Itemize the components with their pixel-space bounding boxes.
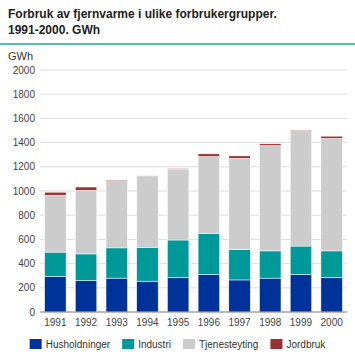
x-tick-label: 1993: [106, 317, 129, 328]
legend-item: Husholdninger: [30, 339, 111, 350]
legend-item: Industri: [122, 339, 171, 350]
y-axis: 0 200 400 600 800 1000 1200 1400 1600 1800 2000: [13, 65, 347, 318]
bar-segment: [198, 154, 219, 157]
y-tick-label: 0: [29, 307, 35, 318]
grid-line: [40, 312, 347, 313]
y-tick-label: 400: [18, 258, 35, 269]
y-tick-label: 200: [18, 282, 35, 293]
legend-swatch: [30, 339, 42, 349]
bar-segment: [229, 280, 250, 312]
bar-segment: [229, 156, 250, 158]
x-tick-label: 1991: [44, 317, 67, 328]
bar-segment: [45, 276, 66, 312]
x-tick-label: 1994: [136, 317, 159, 328]
bar-segment: [260, 251, 281, 278]
legend: Husholdninger Industri Tjenesteyting Jordbr…: [30, 339, 327, 350]
title: Forbruk av fjernvarme i ulike forbrukerg…: [8, 7, 277, 21]
bar-segment: [106, 278, 127, 312]
legend-label: Husholdninger: [46, 339, 111, 350]
grid-line: [40, 118, 347, 119]
bar-segment: [290, 131, 311, 247]
bar-segment: [321, 136, 342, 138]
legend-item: Jordbruk: [270, 339, 326, 350]
bar-segment: [167, 278, 188, 312]
bar-segment: [45, 192, 66, 195]
y-axis-label: GWh: [8, 50, 33, 62]
bar-segment: [321, 138, 342, 251]
bar-segment: [198, 274, 219, 312]
x-tick-label: 1992: [75, 317, 98, 328]
x-tick-label: 1999: [290, 317, 313, 328]
x-axis-line: [40, 312, 347, 313]
bar-segment: [75, 281, 96, 312]
bar-segment: [75, 187, 96, 190]
x-tick-label: 1995: [167, 317, 190, 328]
y-tick-label: 800: [18, 210, 35, 221]
bar-segment: [290, 129, 311, 131]
x-tick-label: 1997: [228, 317, 251, 328]
bar-segment: [106, 248, 127, 278]
bar-segment: [137, 281, 158, 312]
x-tick-label: 1996: [198, 317, 221, 328]
y-tick-label: 2000: [13, 65, 36, 76]
x-tick-label: 2000: [321, 317, 344, 328]
bar-segment: [198, 157, 219, 234]
bar-segment: [290, 274, 311, 312]
bar-segment: [198, 233, 219, 274]
subtitle: 1991-2000. GWh: [8, 23, 100, 37]
x-axis: 1991 1992 1993 1994 1995 1996 1997 1998 1999 2000: [44, 317, 343, 328]
y-tick-label: 1200: [13, 161, 36, 172]
bar-segment: [321, 278, 342, 312]
bar-segment: [167, 168, 188, 170]
bars: [45, 130, 343, 312]
legend-swatch: [183, 339, 195, 349]
bar-segment: [137, 175, 158, 177]
legend-label: Jordbruk: [286, 339, 326, 350]
bar-segment: [45, 252, 66, 276]
y-tick-label: 1000: [13, 186, 36, 197]
y-tick-label: 600: [18, 234, 35, 245]
bar-segment: [321, 251, 342, 278]
legend-item: Tjenesteyting: [183, 339, 258, 350]
bar-segment: [229, 250, 250, 280]
bar-segment: [260, 278, 281, 312]
bar-segment: [229, 158, 250, 249]
bar-segment: [167, 169, 188, 240]
bar-segment: [106, 181, 127, 248]
title-rule: [0, 43, 355, 45]
grid-line: [40, 70, 347, 71]
bar-segment: [75, 190, 96, 254]
y-tick-label: 1400: [13, 137, 36, 148]
bar-segment: [260, 146, 281, 251]
bar-segment: [260, 144, 281, 146]
bar-segment: [106, 180, 127, 182]
legend-label: Tjenesteyting: [199, 339, 258, 350]
bar-segment: [45, 195, 66, 252]
bar-segment: [75, 254, 96, 281]
grid-line: [40, 94, 347, 95]
y-tick-label: 1600: [13, 113, 36, 124]
bar-segment: [290, 246, 311, 274]
chart: Forbruk av fjernvarme i ulike forbrukerg…: [0, 0, 355, 361]
bar-segment: [167, 240, 188, 278]
legend-swatch: [122, 339, 134, 349]
legend-label: Industri: [138, 339, 171, 350]
x-tick-label: 1998: [259, 317, 282, 328]
bar-segment: [137, 247, 158, 281]
legend-swatch: [270, 339, 282, 349]
bar-segment: [137, 176, 158, 247]
y-tick-label: 1800: [13, 89, 36, 100]
